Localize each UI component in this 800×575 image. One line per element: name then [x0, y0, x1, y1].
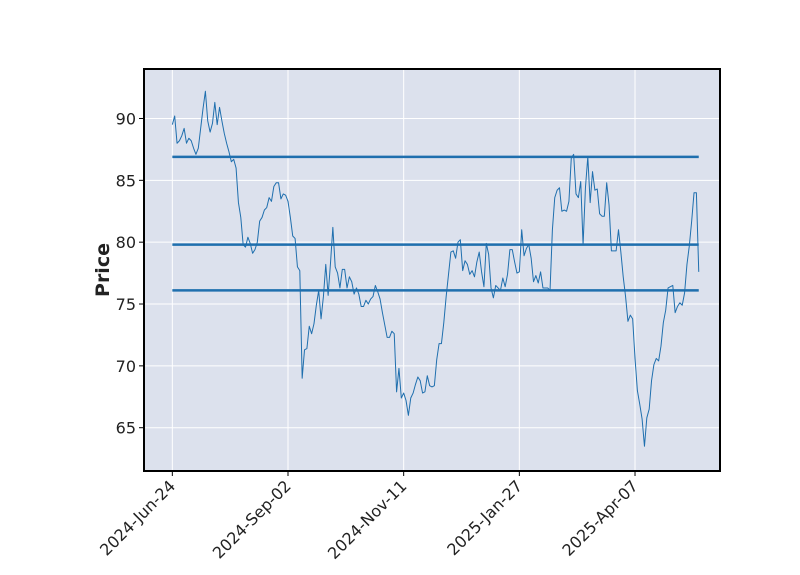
y-axis-label: Price	[92, 243, 114, 297]
plot-frame	[143, 68, 721, 472]
x-tick-label: 2024-Nov-11	[324, 476, 411, 563]
y-tick-label: 80	[116, 233, 136, 252]
x-tick-label: 2024-Jun-24	[96, 476, 179, 559]
y-tick-label: 75	[116, 295, 136, 314]
y-tick-label: 85	[116, 171, 136, 190]
plot-background	[144, 69, 720, 471]
y-tick-label: 65	[116, 419, 136, 438]
x-tick-label: 2024-Sep-02	[209, 476, 295, 562]
x-axis: 2024-Jun-24 2024-Sep-02 2024-Nov-11 2025-Ja…	[96, 471, 642, 563]
y-tick-label: 90	[116, 109, 136, 128]
y-axis: 65 70 75 80 85 90	[116, 109, 144, 438]
x-tick-label: 2025-Jan-27	[443, 476, 526, 559]
y-tick-label: 70	[116, 357, 136, 376]
price-line	[171, 90, 700, 447]
grid	[144, 69, 720, 471]
x-tick-label: 2025-Apr-07	[558, 476, 641, 559]
